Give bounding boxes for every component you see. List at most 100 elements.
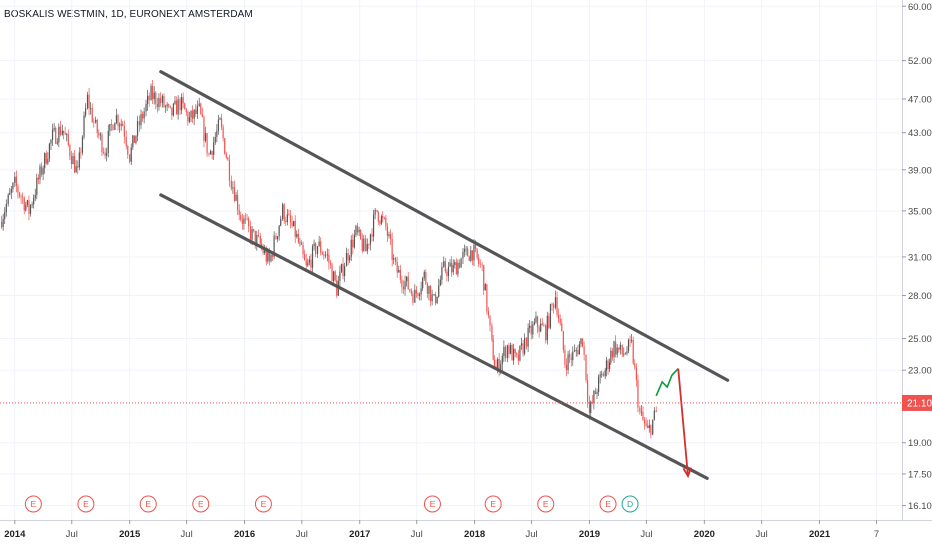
candle-body — [428, 285, 430, 294]
candle-body — [624, 353, 626, 355]
price-axis-background — [902, 0, 932, 550]
candle-body — [500, 364, 502, 373]
event-marker-label: E — [430, 499, 436, 509]
candle-body — [34, 194, 36, 199]
candle-body — [85, 108, 87, 116]
projection-arrows[interactable] — [655, 368, 692, 479]
trend-channel[interactable] — [159, 70, 730, 480]
price-tick-label: 43.00 — [908, 128, 932, 139]
candle-body — [406, 276, 408, 282]
candle-body — [653, 410, 655, 420]
candle-body — [454, 262, 456, 265]
candle-body — [385, 217, 387, 227]
candle-body — [652, 419, 654, 435]
candle-body — [493, 359, 496, 367]
time-tick-label: 2020 — [694, 529, 715, 540]
candle-body — [581, 338, 584, 347]
candle-body — [50, 139, 52, 144]
candle-body — [623, 353, 625, 355]
candle-body — [77, 166, 79, 168]
candle-body — [645, 423, 647, 426]
candle-body — [607, 360, 609, 370]
candle-body — [20, 196, 22, 198]
candle-body — [99, 134, 101, 136]
candle-body — [551, 304, 553, 306]
candle-body — [334, 271, 336, 281]
candle-body — [462, 251, 464, 259]
candle-body — [268, 251, 271, 262]
candle-body — [177, 99, 179, 115]
candle-body — [425, 271, 427, 284]
candle-body — [174, 100, 176, 104]
event-marker-label: E — [145, 499, 151, 509]
candle-body — [601, 373, 603, 375]
candle-body — [42, 168, 44, 175]
candle-body — [293, 221, 295, 226]
candle-body — [345, 252, 348, 267]
candle-body — [172, 103, 175, 116]
candle-body — [5, 204, 7, 213]
candle-body — [133, 135, 135, 143]
candle-body — [44, 153, 46, 169]
candle-body — [444, 261, 446, 272]
candle-body — [342, 264, 344, 277]
candle-body — [294, 221, 296, 237]
candle-body — [429, 285, 432, 302]
candle-body — [380, 216, 383, 224]
candle-body — [374, 209, 376, 215]
candle-body — [150, 86, 152, 101]
candle-body — [112, 124, 114, 131]
candle-body — [125, 136, 127, 147]
candle-body — [553, 304, 555, 308]
event-marker-label: E — [261, 499, 267, 509]
candle-body — [569, 354, 571, 358]
candle-body — [118, 125, 121, 127]
price-tick-label: 31.00 — [908, 252, 932, 263]
candle-body — [519, 345, 521, 361]
candle-body — [433, 294, 435, 295]
candle-body — [540, 323, 542, 332]
candle-body — [39, 166, 41, 180]
candle-body — [585, 354, 587, 380]
channel-upper-line — [159, 70, 730, 382]
candle-body — [655, 410, 657, 413]
candle-body — [465, 248, 467, 250]
event-marker-label: D — [627, 499, 633, 509]
candle-body — [616, 347, 618, 355]
candle-body — [228, 160, 231, 181]
candle-body — [324, 254, 327, 256]
time-tick-label: 2014 — [4, 529, 26, 540]
candle-body — [524, 337, 526, 354]
candle-body — [300, 242, 303, 245]
candle-body — [368, 244, 370, 245]
candle-body — [201, 114, 203, 118]
price-tick-label: 16.10 — [908, 501, 932, 512]
candle-body — [598, 376, 600, 393]
candle-body — [69, 144, 71, 157]
candle-body — [135, 135, 137, 143]
candle-body — [352, 239, 354, 248]
candle-body — [629, 339, 631, 341]
candle-body — [562, 331, 564, 350]
candle-body — [62, 130, 65, 133]
candle-body — [130, 147, 132, 162]
candle-body — [605, 360, 608, 371]
candle-body — [115, 115, 118, 123]
candle-body — [83, 115, 85, 137]
candle-body — [254, 230, 256, 245]
candle-body — [175, 100, 178, 115]
candle-body — [217, 119, 220, 131]
candle-body — [200, 103, 202, 115]
candle-body — [75, 166, 77, 173]
candle-body — [55, 128, 57, 144]
candle-body — [509, 345, 512, 354]
candle-body — [451, 262, 453, 273]
time-axis[interactable]: 2014 Jul 2015 Jul 2016 Jul 2017 Jul 2018 Jul 2019 J… — [0, 520, 932, 550]
candle-body — [643, 419, 646, 424]
candle-body — [145, 104, 147, 112]
price-axis[interactable]: 60.00 52.00 47.00 43.00 39.00 35.00 31.00 28.00… — [902, 0, 932, 550]
candle-body — [481, 264, 483, 266]
candle-body — [158, 98, 160, 108]
